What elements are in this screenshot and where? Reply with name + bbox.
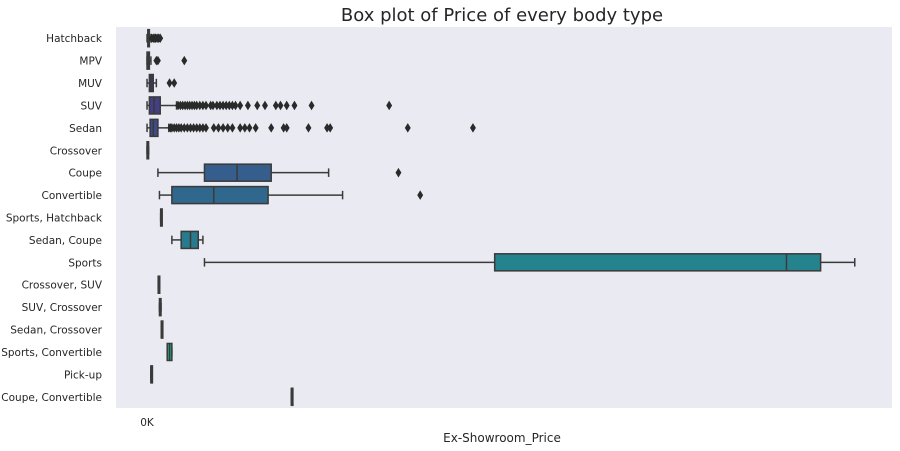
outlier-point (277, 100, 284, 111)
x-axis-ticks: 0K (140, 417, 155, 429)
outlier-point (210, 123, 217, 133)
outlier-point (224, 123, 231, 133)
outlier-point (246, 123, 253, 133)
box-muv (146, 73, 178, 93)
outlier-point (395, 167, 402, 178)
category-label-sports-hatchback: Sports, Hatchback (6, 213, 103, 225)
category-label-muv: MUV (78, 78, 103, 90)
box-sedan-coupe (171, 230, 204, 250)
category-label-hatchback: Hatchback (46, 33, 103, 45)
box-hatchback (146, 28, 164, 48)
outlier-point (232, 100, 239, 111)
outlier-point (470, 123, 476, 133)
x-axis-label: Ex-Showroom_Price (443, 431, 561, 445)
category-label-sedan-crossover: Sedan, Crossover (10, 325, 102, 337)
outlier-point (237, 123, 244, 133)
outlier-point (404, 123, 411, 133)
outlier-point (308, 100, 315, 111)
outlier-point (215, 123, 222, 133)
category-label-suv-crossover: SUV, Crossover (22, 302, 103, 314)
box-coupe-convertible (290, 387, 294, 407)
box-pick-up (150, 365, 154, 384)
outlier-point (210, 100, 216, 111)
category-label-crossover: Crossover (50, 145, 103, 157)
category-label-coupe-convertible: Coupe, Convertible (1, 392, 102, 404)
category-label-suv: SUV (80, 100, 102, 112)
outlier-point (283, 100, 290, 111)
category-labels: Hatchback MPV MUV SUV Sedan Crossover Coupe Con… (1, 33, 103, 404)
box-iqr (203, 163, 272, 182)
box-iqr (493, 253, 822, 272)
outlier-point (241, 123, 248, 133)
outlier-point (154, 55, 161, 66)
outlier-point (283, 123, 290, 133)
outlier-point (254, 100, 261, 111)
x-tick-label: 0K (140, 417, 155, 429)
category-label-crossover-suv: Crossover, SUV (22, 280, 103, 292)
box-crossover (146, 140, 150, 160)
category-label-coupe: Coupe (68, 168, 102, 180)
outlier-point (327, 123, 334, 133)
category-label-sedan-coupe: Sedan, Coupe (29, 235, 102, 247)
category-label-mpv: MPV (79, 56, 102, 68)
box-sports-hatchback (159, 208, 163, 227)
box-series (146, 28, 856, 407)
outlier-point (237, 100, 244, 111)
box-coupe (157, 163, 402, 182)
outlier-point (229, 123, 236, 133)
box-iqr (180, 230, 200, 250)
category-label-pick-up: Pick-up (64, 369, 102, 381)
outlier-point (386, 100, 393, 111)
outlier-point (166, 78, 173, 88)
outlier-point (203, 123, 209, 133)
outlier-point (417, 190, 424, 200)
box-mpv (146, 51, 188, 70)
outlier-point (268, 123, 275, 133)
box-sports (203, 253, 856, 272)
box-suv-crossover (158, 297, 162, 317)
outlier-point (252, 123, 259, 133)
category-label-sports: Sports (68, 257, 102, 269)
box-iqr (149, 118, 159, 138)
box-suv (146, 96, 393, 115)
outlier-point (157, 33, 164, 43)
outlier-point (220, 123, 227, 133)
outlier-point (244, 100, 251, 111)
box-crossover-suv (157, 275, 161, 295)
plot-area (116, 27, 892, 408)
chart-title: Box plot of Price of every body type (341, 5, 663, 26)
outlier-point (181, 55, 188, 66)
box-sedan-crossover (160, 320, 164, 339)
box-sports-convertible (166, 342, 173, 362)
box-sedan (146, 118, 476, 138)
outlier-point (272, 100, 279, 111)
box-convertible (158, 185, 424, 205)
outlier-point (171, 78, 178, 88)
outlier-point (291, 100, 298, 111)
box-iqr (171, 185, 269, 205)
category-label-sports-convertible: Sports, Convertible (1, 347, 102, 359)
category-label-convertible: Convertible (42, 190, 102, 202)
outlier-point (203, 100, 209, 111)
outlier-point (305, 123, 312, 133)
category-label-sedan: Sedan (69, 123, 102, 135)
box-iqr (148, 96, 161, 115)
outlier-point (262, 100, 268, 111)
